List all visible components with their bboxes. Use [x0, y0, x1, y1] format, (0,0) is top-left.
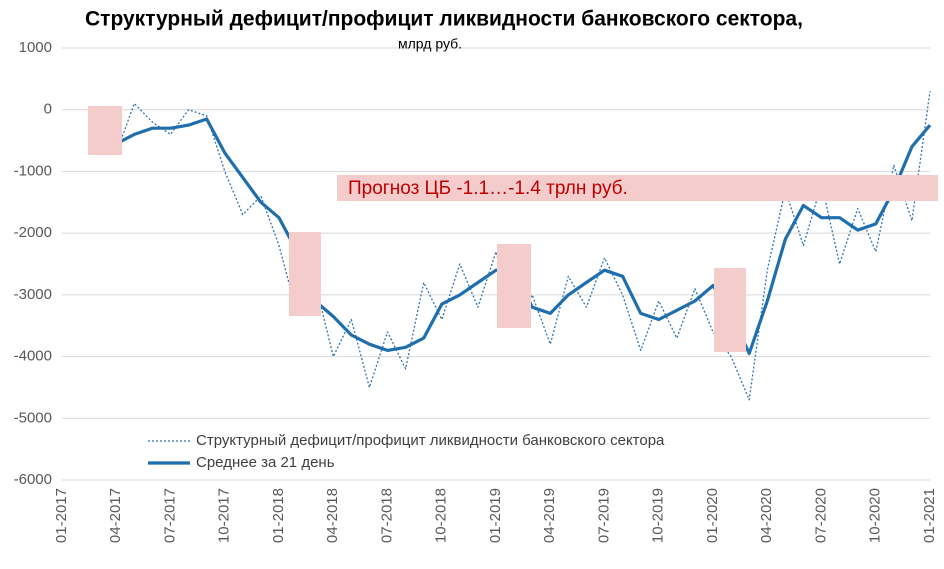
x-tick-label: 10-2020 — [867, 488, 884, 543]
x-tick-label: 07-2017 — [161, 488, 178, 543]
forecast-band — [337, 175, 938, 201]
y-tick-label: -2000 — [14, 224, 52, 241]
x-tick-label: 01-2020 — [704, 488, 721, 543]
highlight-box — [497, 244, 531, 328]
y-tick-label: 1000 — [19, 39, 52, 56]
x-tick-label: 07-2020 — [812, 488, 829, 543]
y-tick-label: 0 — [44, 101, 52, 118]
highlight-box — [714, 268, 746, 352]
legend-label: Структурный дефицит/профицит ликвидности… — [196, 432, 665, 449]
x-tick-label: 04-2020 — [758, 488, 775, 543]
highlight-box — [88, 106, 122, 155]
series-line — [97, 91, 931, 401]
x-tick-label: 01-2019 — [487, 488, 504, 543]
x-tick-label: 01-2021 — [921, 488, 938, 543]
legend-label: Среднее за 21 день — [196, 454, 335, 471]
x-tick-label: 10-2017 — [216, 488, 233, 543]
highlight-box — [289, 232, 321, 316]
y-tick-label: -6000 — [14, 471, 52, 488]
y-tick-label: -4000 — [14, 348, 52, 365]
chart-title: Структурный дефицит/профицит ликвидности… — [85, 8, 803, 31]
x-tick-label: 04-2017 — [107, 488, 124, 543]
y-tick-label: -3000 — [14, 286, 52, 303]
highlight-boxes — [88, 106, 938, 352]
y-tick-label: -5000 — [14, 409, 52, 426]
plot: 10000-1000-2000-3000-4000-5000-600001-20… — [14, 39, 938, 543]
x-tick-label: 07-2019 — [595, 488, 612, 543]
x-tick-label: 01-2018 — [270, 488, 287, 543]
x-tick-label: 04-2018 — [324, 488, 341, 543]
x-tick-label: 10-2018 — [433, 488, 450, 543]
x-tick-label: 07-2018 — [378, 488, 395, 543]
y-tick-label: -1000 — [14, 162, 52, 179]
x-tick-label: 10-2019 — [650, 488, 667, 543]
chart-subtitle: млрд руб. — [398, 36, 462, 52]
annotation: Прогноз ЦБ -1.1…-1.4 трлн руб. — [348, 178, 628, 199]
x-tick-label: 01-2017 — [53, 488, 70, 543]
x-tick-label: 04-2019 — [541, 488, 558, 543]
